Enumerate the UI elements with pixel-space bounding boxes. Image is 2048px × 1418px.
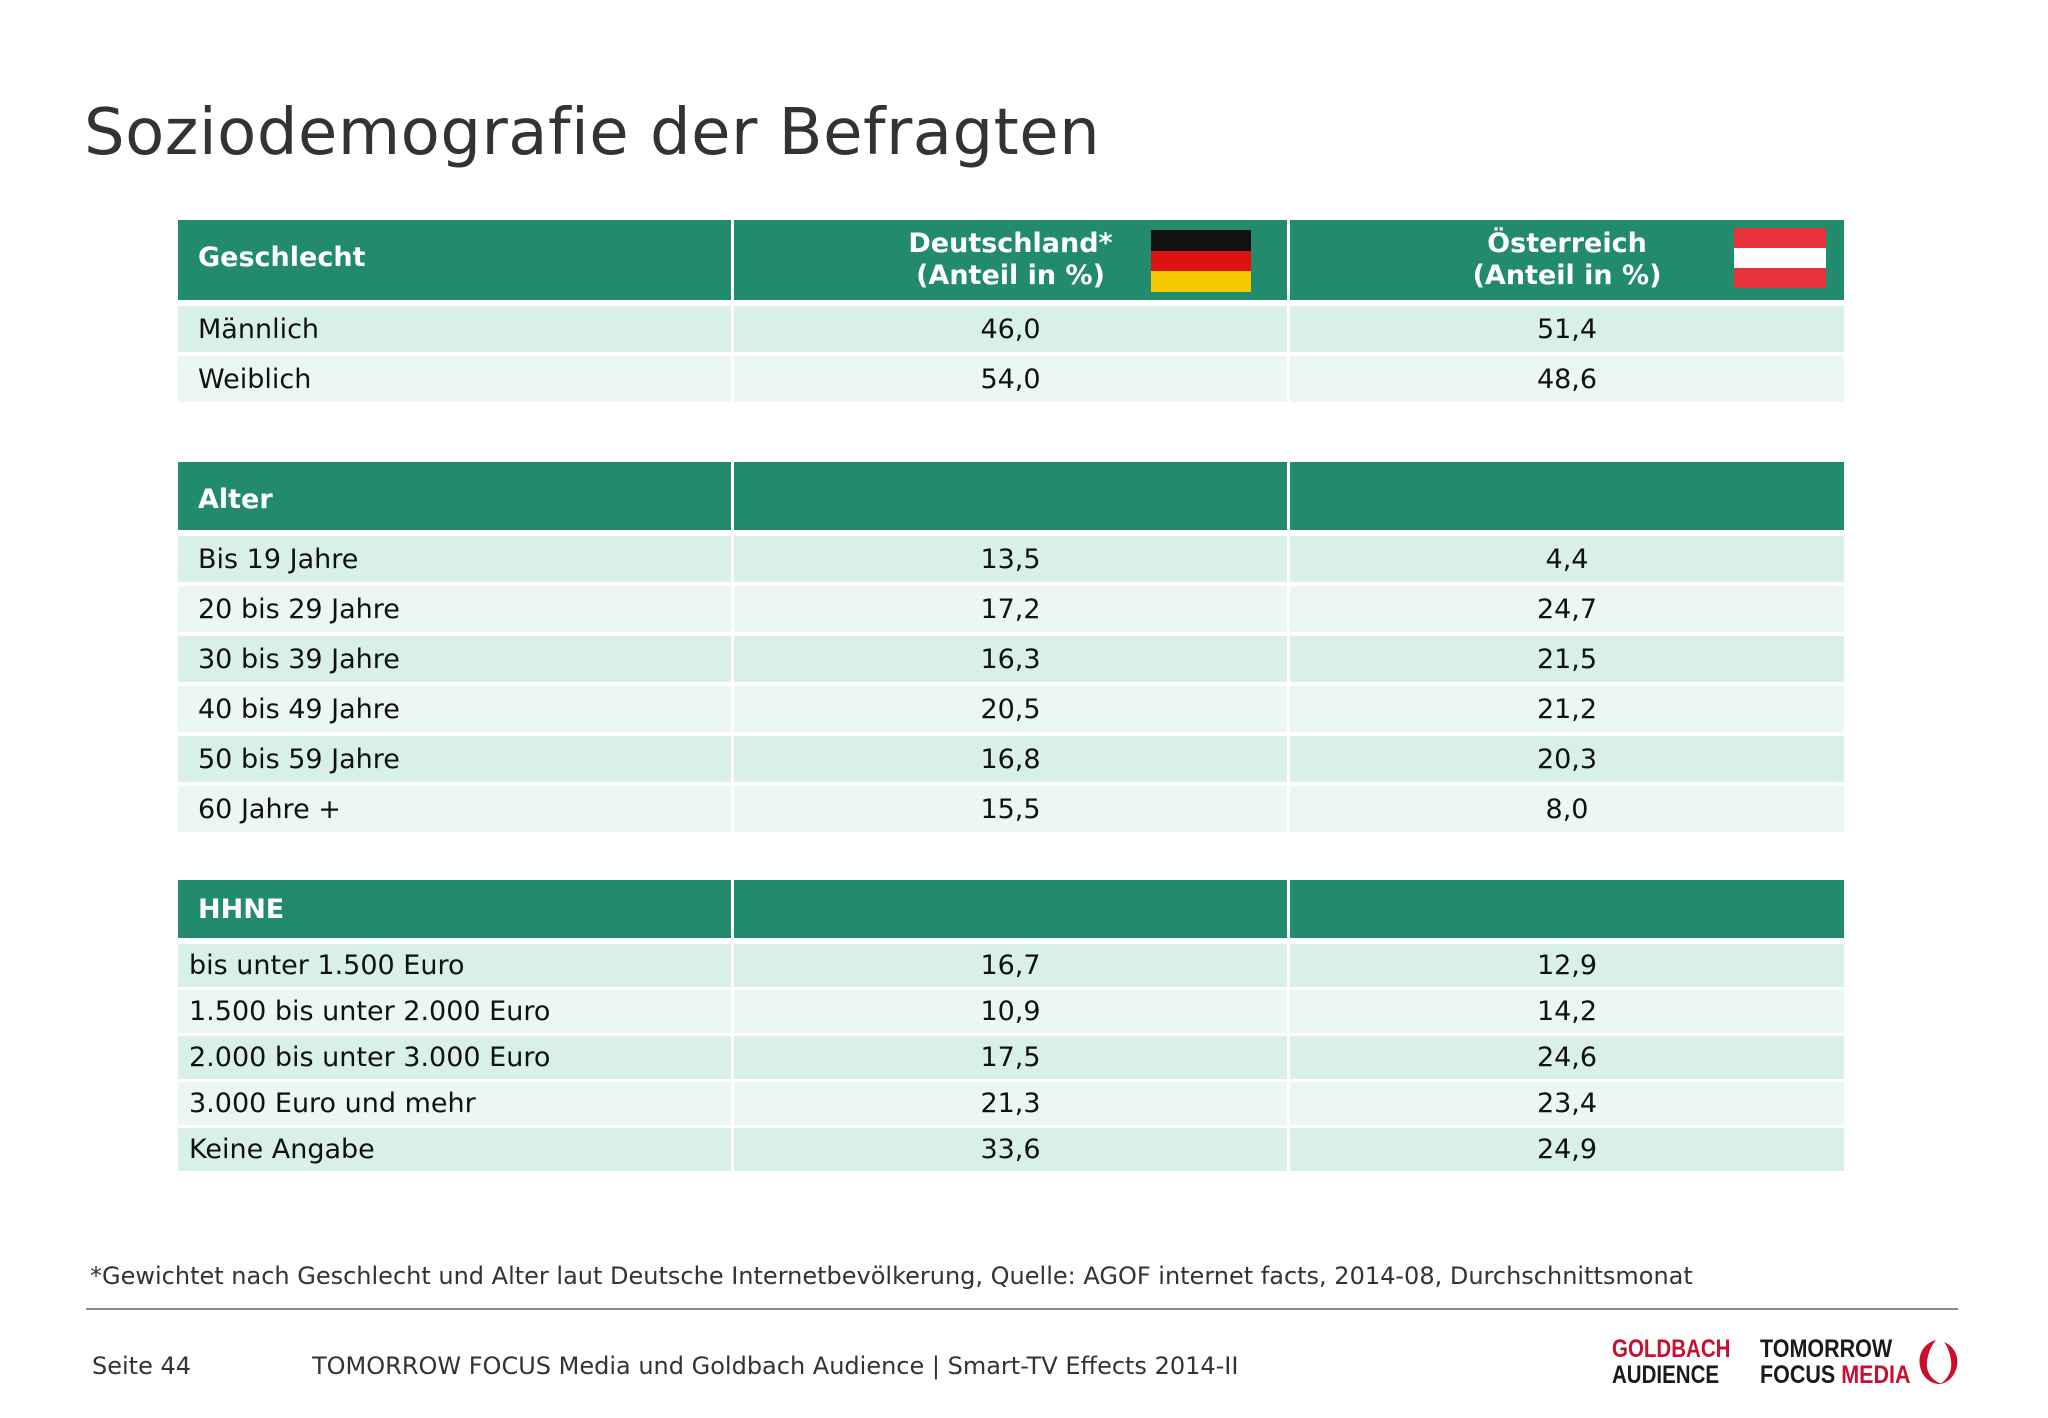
age-header-empty — [1290, 462, 1844, 530]
value-germany: 17,5 — [734, 1036, 1288, 1079]
table-row: Bis 19 Jahre 13,5 4,4 — [178, 536, 1844, 582]
value-austria: 4,4 — [1290, 536, 1844, 582]
value-austria: 24,7 — [1290, 586, 1844, 632]
value-austria: 20,3 — [1290, 736, 1844, 782]
table-row: Weiblich 54,0 48,6 — [178, 356, 1844, 402]
value-germany: 16,8 — [734, 736, 1288, 782]
age-table: Alter Bis 19 Jahre 13,5 4,4 20 bis 29 Ja… — [178, 462, 1844, 832]
row-label: 30 bis 39 Jahre — [178, 636, 732, 682]
column-header-germany-unit: (Anteil in %) — [916, 260, 1105, 291]
column-header-austria-unit: (Anteil in %) — [1472, 260, 1662, 291]
gender-header-label: Geschlecht — [178, 220, 732, 300]
value-austria: 51,4 — [1290, 306, 1844, 352]
row-label: 40 bis 49 Jahre — [178, 686, 732, 732]
value-austria: 24,9 — [1290, 1128, 1844, 1171]
age-header-empty — [734, 462, 1288, 530]
age-header-label: Alter — [178, 462, 732, 530]
goldbach-logo-line2: AUDIENCE — [1612, 1361, 1720, 1389]
footnote: *Gewichtet nach Geschlecht und Alter lau… — [90, 1262, 1693, 1290]
row-label: bis unter 1.500 Euro — [178, 944, 732, 987]
income-table: HHNE bis unter 1.500 Euro 16,7 12,9 1.50… — [178, 880, 1844, 1171]
value-germany: 17,2 — [734, 586, 1288, 632]
value-germany: 54,0 — [734, 356, 1288, 402]
row-label: Weiblich — [178, 356, 732, 402]
value-austria: 21,5 — [1290, 636, 1844, 682]
value-germany: 16,7 — [734, 944, 1288, 987]
tfm-logo-line1: TOMORROW — [1760, 1335, 1893, 1363]
value-germany: 20,5 — [734, 686, 1288, 732]
goldbach-logo-line1: GOLDBACH — [1612, 1335, 1731, 1363]
table-row: 1.500 bis unter 2.000 Euro 10,9 14,2 — [178, 990, 1844, 1033]
column-header-austria: Österreich (Anteil in %) — [1290, 220, 1844, 300]
table-row: 2.000 bis unter 3.000 Euro 17,5 24,6 — [178, 1036, 1844, 1079]
row-label: 50 bis 59 Jahre — [178, 736, 732, 782]
page-title: Soziodemografie der Befragten — [84, 96, 1101, 170]
column-header-germany: Deutschland* (Anteil in %) — [734, 220, 1288, 300]
value-austria: 24,6 — [1290, 1036, 1844, 1079]
gender-table: Geschlecht Deutschland* (Anteil in %) Ös… — [178, 220, 1844, 402]
row-label: 60 Jahre + — [178, 786, 732, 832]
row-label: Keine Angabe — [178, 1128, 732, 1171]
austria-flag-icon — [1734, 228, 1826, 288]
column-header-austria-title: Österreich — [1487, 228, 1647, 259]
germany-flag-icon — [1151, 230, 1252, 292]
value-germany: 15,5 — [734, 786, 1288, 832]
income-header-row: HHNE — [178, 880, 1844, 938]
tfm-logo-media: MEDIA — [1841, 1361, 1911, 1389]
value-austria: 48,6 — [1290, 356, 1844, 402]
footer-source: TOMORROW FOCUS Media und Goldbach Audien… — [312, 1352, 1239, 1380]
value-germany: 16,3 — [734, 636, 1288, 682]
table-row: 60 Jahre + 15,5 8,0 — [178, 786, 1844, 832]
table-row: Männlich 46,0 51,4 — [178, 306, 1844, 352]
goldbach-audience-logo: GOLDBACH AUDIENCE — [1612, 1336, 1730, 1388]
gender-header-row: Geschlecht Deutschland* (Anteil in %) Ös… — [178, 220, 1844, 300]
value-austria: 23,4 — [1290, 1082, 1844, 1125]
value-germany: 13,5 — [734, 536, 1288, 582]
column-header-germany-title: Deutschland* — [908, 228, 1113, 259]
income-header-empty — [734, 880, 1288, 938]
row-label: 20 bis 29 Jahre — [178, 586, 732, 632]
age-header-row: Alter — [178, 462, 1844, 530]
table-row: 40 bis 49 Jahre 20,5 21,2 — [178, 686, 1844, 732]
table-row: 30 bis 39 Jahre 16,3 21,5 — [178, 636, 1844, 682]
tfm-swirl-icon — [1919, 1340, 1958, 1385]
row-label: 3.000 Euro und mehr — [178, 1082, 732, 1125]
tomorrow-focus-media-logo: TOMORROW FOCUS MEDIA — [1760, 1336, 1911, 1388]
row-label: 2.000 bis unter 3.000 Euro — [178, 1036, 732, 1079]
tfm-logo-line2: FOCUS MEDIA — [1760, 1362, 1911, 1388]
income-header-empty — [1290, 880, 1844, 938]
table-row: 50 bis 59 Jahre 16,8 20,3 — [178, 736, 1844, 782]
table-row: 3.000 Euro und mehr 21,3 23,4 — [178, 1082, 1844, 1125]
value-germany: 46,0 — [734, 306, 1288, 352]
value-germany: 21,3 — [734, 1082, 1288, 1125]
value-austria: 12,9 — [1290, 944, 1844, 987]
table-row: bis unter 1.500 Euro 16,7 12,9 — [178, 944, 1844, 987]
table-row: 20 bis 29 Jahre 17,2 24,7 — [178, 586, 1844, 632]
row-label: Bis 19 Jahre — [178, 536, 732, 582]
row-label: Männlich — [178, 306, 732, 352]
footer-divider — [86, 1308, 1958, 1310]
row-label: 1.500 bis unter 2.000 Euro — [178, 990, 732, 1033]
tfm-logo-focus: FOCUS — [1760, 1361, 1842, 1389]
income-header-label: HHNE — [178, 880, 732, 938]
value-austria: 8,0 — [1290, 786, 1844, 832]
value-germany: 33,6 — [734, 1128, 1288, 1171]
value-germany: 10,9 — [734, 990, 1288, 1033]
table-row: Keine Angabe 33,6 24,9 — [178, 1128, 1844, 1171]
value-austria: 14,2 — [1290, 990, 1844, 1033]
page-number: Seite 44 — [92, 1352, 192, 1380]
value-austria: 21,2 — [1290, 686, 1844, 732]
